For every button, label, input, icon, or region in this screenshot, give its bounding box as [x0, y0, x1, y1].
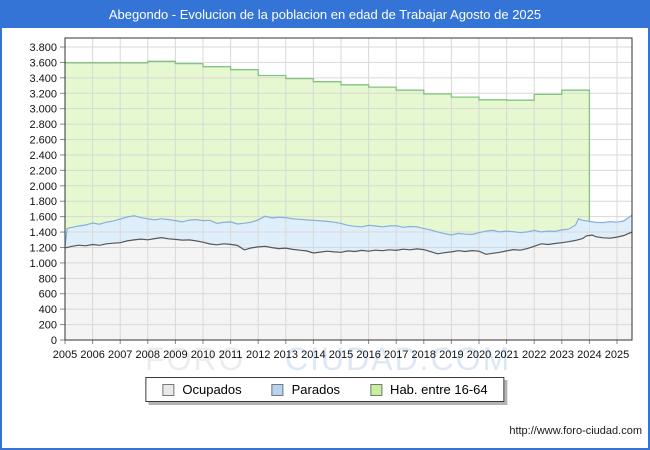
title-bar: Abegondo - Evolucion de la poblacion en …	[2, 2, 648, 28]
footer-url: http://www.foro-ciudad.com	[509, 425, 642, 437]
legend-item-hab: Hab. entre 16-64	[370, 382, 488, 397]
y-axis-label: 3.200	[29, 88, 57, 100]
x-axis-label: 2018	[412, 349, 436, 361]
x-axis-label: 2020	[467, 349, 491, 361]
x-axis-label: 2007	[108, 349, 132, 361]
hab-line	[65, 60, 591, 222]
watermark-foro: FORO	[145, 341, 245, 377]
x-axis-label: 2010	[191, 349, 215, 361]
y-axis-label: 2.600	[29, 135, 57, 147]
y-axis-label: 3.600	[29, 57, 57, 69]
x-axis-label: 2022	[522, 349, 546, 361]
plot-border	[64, 37, 633, 341]
y-axis-label: 3.800	[29, 42, 57, 54]
y-axis-label: 3.000	[29, 104, 57, 116]
y-axis-label: 1.600	[29, 212, 57, 224]
x-axis-label: 2012	[246, 349, 270, 361]
x-axis-label: 2016	[356, 349, 380, 361]
legend-item-ocupados: Ocupados	[162, 382, 242, 397]
y-axis-label: 1.800	[29, 196, 57, 208]
x-axis-label: 2011	[219, 349, 243, 361]
ocupados-line	[64, 231, 633, 255]
y-axis-label: 2.400	[29, 150, 57, 162]
ocupados-swatch-icon	[162, 383, 175, 396]
y-axis-label: 0	[51, 335, 57, 347]
x-axis-label: 2025	[605, 349, 629, 361]
legend-label-hab: Hab. entre 16-64	[390, 382, 488, 397]
x-axis-label: 2023	[550, 349, 574, 361]
x-axis-label: 2014	[301, 349, 325, 361]
parados-line	[64, 214, 633, 247]
x-axis-label: 2019	[439, 349, 463, 361]
y-axis-label: 3.400	[29, 73, 57, 85]
parados-swatch-icon	[271, 383, 284, 396]
y-axis-label: 800	[39, 273, 57, 285]
y-axis-label: 2.000	[29, 181, 57, 193]
chart-title: Abegondo - Evolucion de la poblacion en …	[108, 7, 542, 22]
hab-swatch-icon	[370, 383, 383, 396]
y-axis-label: 2.200	[29, 165, 57, 177]
y-axis-label: 1.000	[29, 258, 57, 270]
y-axis-label: 2.800	[29, 119, 57, 131]
y-axis-label: 600	[39, 289, 57, 301]
legend-label-parados: Parados	[291, 382, 341, 397]
y-axis-label: 1.400	[29, 227, 57, 239]
y-axis-label: 200	[39, 320, 57, 332]
x-axis-label: 2024	[577, 349, 601, 361]
x-axis-label: 2006	[80, 349, 104, 361]
x-axis-label: 2013	[274, 349, 298, 361]
x-axis-label: 2021	[494, 349, 518, 361]
x-axis-label: 2005	[53, 349, 77, 361]
watermark-ciudad: CIUDAD.COM	[285, 341, 511, 377]
x-axis-label: 2015	[329, 349, 353, 361]
x-axis-label: 2008	[136, 349, 160, 361]
y-axis-label: 400	[39, 304, 57, 316]
chart-area: FORO CIUDAD.COM 0 200 400 600 800 1.000 1.200 1.4…	[2, 28, 648, 404]
legend-label-ocupados: Ocupados	[182, 382, 242, 397]
legend-item-parados: Parados	[271, 382, 341, 397]
legend-box: Ocupados Parados Hab. entre 16-64	[145, 377, 505, 402]
x-axis-label: 2017	[384, 349, 408, 361]
chart-svg: FORO CIUDAD.COM 0 200 400 600 800 1.000 1.200 1.4…	[29, 37, 633, 377]
y-axis-label: 1.200	[29, 242, 57, 254]
x-axis-label: 2009	[163, 349, 187, 361]
ocupados-area	[65, 232, 632, 340]
